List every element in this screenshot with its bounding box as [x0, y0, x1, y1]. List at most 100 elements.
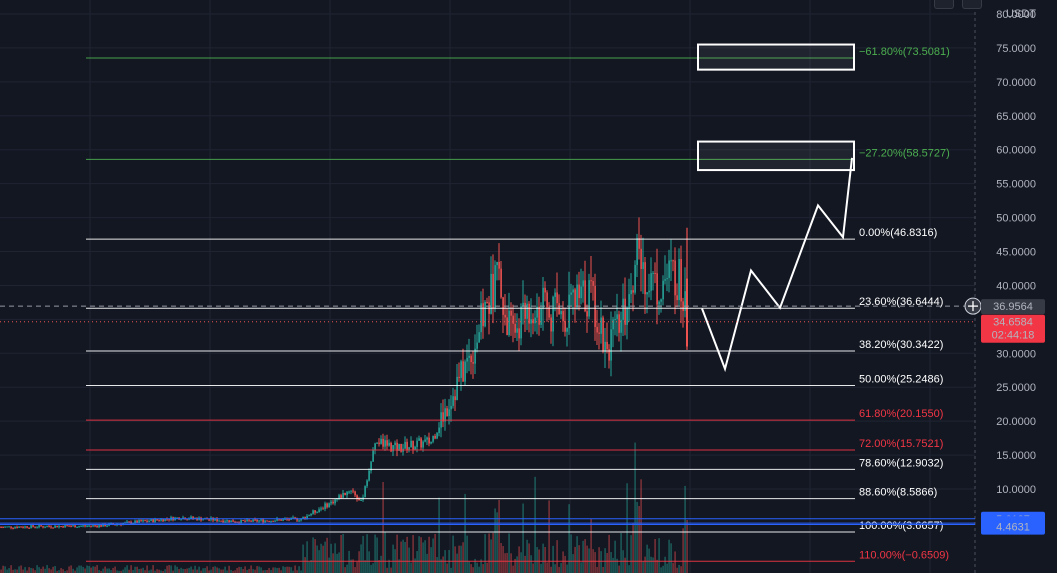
candle-body: [222, 520, 224, 523]
volume-bar: [28, 567, 30, 573]
volume-bar: [278, 567, 280, 573]
volume-bar: [640, 479, 642, 573]
volume-bar: [370, 564, 372, 573]
candle-body: [458, 376, 460, 378]
candle-body: [652, 272, 654, 274]
volume-bar: [486, 562, 488, 573]
fibonacci-retracement[interactable]: −61.80%(73.5081) −27.20%(58.5727) 0.00%(46…: [86, 46, 950, 562]
volume-bar: [338, 552, 340, 573]
candle-body: [100, 525, 102, 527]
volume-bar: [248, 568, 250, 573]
volume-bar: [594, 552, 596, 573]
volume-bar: [446, 563, 448, 573]
target-boxes[interactable]: [697, 43, 855, 172]
volume-bar: [206, 566, 208, 573]
volume-bar: [36, 565, 38, 573]
volume-bar: [84, 568, 86, 573]
add-alert-icon[interactable]: [964, 297, 982, 315]
volume-bar: [208, 570, 210, 573]
volume-bar: [468, 561, 470, 573]
axis-tick-label: 15.0000: [996, 450, 1036, 462]
volume-bar: [544, 547, 546, 573]
candle-body: [538, 306, 540, 325]
candle-body: [516, 328, 518, 333]
volume-bar: [90, 567, 92, 573]
volume-bar: [276, 567, 278, 573]
toolbar-icon-1[interactable]: [934, 0, 954, 9]
volume-bar: [70, 565, 72, 573]
price-badges: 36.956434.658402:44:185.61274.97014.7793…: [981, 299, 1045, 535]
volume-bar: [316, 545, 318, 573]
candle-body: [536, 306, 538, 318]
volume-bar: [550, 566, 552, 573]
candle-body: [674, 260, 676, 296]
candle-body: [506, 317, 508, 336]
volume-bar: [136, 566, 138, 573]
toolbar-icon-2[interactable]: [962, 0, 982, 9]
candle-body: [142, 520, 144, 522]
volume-bar: [210, 569, 212, 573]
axis-tick-label: 60.0000: [996, 145, 1036, 157]
candle-body: [18, 526, 20, 528]
volume-bar: [40, 568, 42, 573]
candle-body: [306, 515, 308, 519]
candle-body: [148, 520, 150, 522]
currency-text: USDT: [1006, 8, 1036, 20]
volume-bar: [56, 570, 58, 573]
target-box[interactable]: [697, 43, 855, 71]
candle-body: [418, 438, 420, 441]
volume-bar: [0, 569, 2, 573]
volume-bar: [378, 560, 380, 573]
candle-body: [188, 518, 190, 520]
candle-body: [224, 521, 226, 523]
axis-tick-label: 20.0000: [996, 416, 1036, 428]
candle-body: [72, 525, 74, 527]
candle-body: [570, 292, 572, 295]
volume-bar: [138, 568, 140, 573]
candle-body: [512, 315, 514, 324]
volume-bar: [566, 564, 568, 573]
volume-bar: [176, 566, 178, 573]
candle-body: [408, 447, 410, 451]
volume-bar: [340, 534, 342, 573]
projection-line[interactable]: [701, 157, 853, 373]
candle-body: [464, 361, 466, 382]
volume-bar: [306, 541, 308, 573]
fib-label: 61.80%(20.1550): [859, 408, 943, 420]
projection-path[interactable]: [701, 157, 853, 373]
candle-body: [186, 519, 188, 521]
volume-bar: [682, 528, 684, 573]
target-box[interactable]: [697, 140, 855, 172]
volume-bar: [660, 567, 662, 573]
candle-body: [280, 519, 282, 521]
candle-body: [414, 446, 416, 450]
candle-body: [310, 513, 312, 516]
candle-body: [442, 412, 444, 422]
candle-body: [438, 427, 440, 434]
candle-body: [14, 527, 16, 529]
candle-body: [12, 527, 14, 529]
volume-bar: [624, 557, 626, 573]
candle-body: [456, 376, 458, 401]
volume-bar: [52, 566, 54, 573]
volume-bar: [34, 570, 36, 573]
volume-bar: [414, 558, 416, 573]
candle-body: [518, 328, 520, 339]
volume-bar: [96, 565, 98, 573]
volume-bar: [114, 566, 116, 573]
volume-bar: [368, 551, 370, 573]
candle-body: [462, 361, 464, 382]
candle-body: [508, 310, 510, 336]
candle-body: [276, 518, 278, 521]
candle-body: [218, 520, 220, 522]
candle-body: [28, 527, 30, 529]
price-axis[interactable]: 80.0000 75.0000 70.0000 65.0000 60.0000 55.00…: [996, 9, 1036, 496]
candle-body: [106, 525, 108, 527]
volume-bar: [356, 561, 358, 573]
volume-bar: [462, 542, 464, 573]
candle-body: [586, 311, 588, 317]
candle-body: [10, 526, 12, 528]
candle-body: [220, 520, 222, 522]
candle-body: [422, 441, 424, 448]
